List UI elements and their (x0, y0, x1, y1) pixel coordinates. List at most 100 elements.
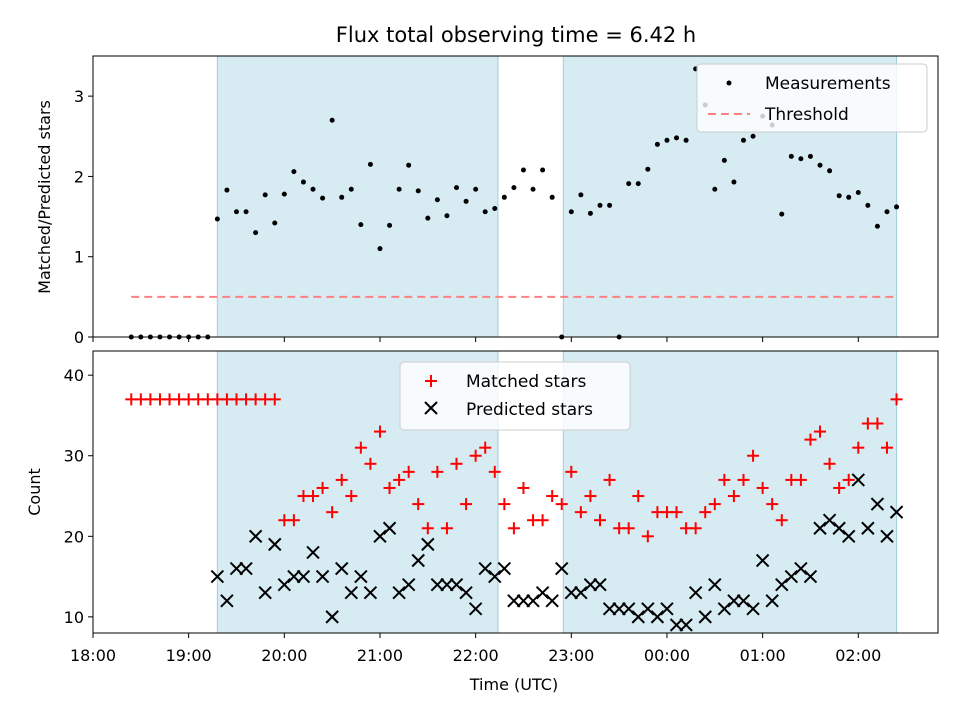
matched-star-marker (421, 522, 434, 535)
predicted-star-marker (688, 586, 703, 600)
predicted-star-marker (430, 577, 445, 592)
measurement-point (262, 192, 268, 198)
y-tick-label: 1 (74, 248, 84, 267)
predicted-star-marker (612, 602, 626, 616)
x-tick-label: 21:00 (357, 646, 403, 665)
matched-star-marker (268, 393, 281, 406)
matched-star-marker (555, 498, 568, 511)
matched-star-marker (880, 441, 893, 454)
predicted-star-marker (449, 577, 464, 592)
measurement-point (434, 197, 440, 203)
predicted-star-marker (593, 577, 607, 592)
predicted-star-marker (411, 553, 425, 568)
matched-stars-series (125, 393, 903, 543)
matched-star-marker (431, 465, 444, 478)
x-tick-label: 22:00 (453, 646, 499, 665)
bottom-axes-frame (92, 350, 939, 634)
x-tick-label: 23:00 (548, 646, 594, 665)
predicted-star-marker (746, 602, 760, 616)
measurement-point (712, 186, 718, 192)
predicted-star-marker (497, 561, 512, 576)
measurement-point (894, 204, 900, 210)
measurement-point (511, 185, 517, 191)
predicted-star-marker (354, 569, 368, 584)
predicted-star-marker (755, 553, 770, 568)
matched-star-marker (345, 490, 358, 503)
matched-star-marker (364, 457, 377, 470)
matched-star-marker (574, 506, 587, 519)
predicted-star-marker (296, 569, 311, 584)
measurement-point (607, 202, 613, 208)
top-y-axis-label: Matched/Predicted stars (35, 100, 54, 294)
matched-star-marker (890, 393, 903, 406)
predicted-star-marker (535, 586, 550, 600)
matched-star-marker (727, 490, 740, 503)
predicted-star-marker (631, 610, 645, 624)
matched-star-marker (373, 425, 386, 438)
predicted-star-marker (889, 505, 904, 519)
predicted-star-marker (459, 586, 473, 600)
predicted-star-marker (344, 586, 358, 600)
predicted-star-marker (851, 473, 865, 487)
measurement-point (224, 187, 230, 193)
matched-star-marker (833, 481, 846, 494)
predicted-star-marker (478, 561, 492, 576)
predicted-star-marker (794, 561, 808, 576)
bottom-legend: Matched stars Predicted stars (399, 361, 631, 431)
matched-star-marker (450, 457, 463, 470)
measurement-point (855, 189, 861, 195)
predicted-star-marker (861, 521, 875, 535)
measurement-point (367, 161, 373, 167)
measurement-point (214, 216, 220, 222)
x-axis-label: Time (UTC) (469, 675, 558, 694)
predicted-star-marker (641, 602, 655, 616)
matched-star-marker (756, 481, 769, 494)
matched-star-marker (307, 490, 320, 503)
measurement-point (626, 181, 632, 187)
top-legend: Measurements Threshold (696, 63, 928, 133)
predicted-star-marker (488, 569, 502, 584)
predicted-star-marker (660, 602, 674, 616)
measurement-point (865, 202, 871, 208)
matched-star-marker (670, 506, 683, 519)
matched-star-marker (287, 514, 300, 527)
predicted-star-marker (545, 594, 559, 608)
matched-star-marker (766, 498, 779, 511)
measurement-point (549, 194, 555, 200)
measurement-point (482, 209, 488, 215)
y-tick-label: 30 (64, 447, 84, 466)
matched-star-marker (794, 473, 807, 486)
legend-matched-label: Matched stars (466, 372, 586, 392)
x-tick-label: 01:00 (740, 646, 786, 665)
matched-star-marker (546, 490, 559, 503)
predicted-star-marker (708, 577, 722, 592)
predicted-star-marker (679, 618, 693, 632)
measurement-point (348, 186, 354, 192)
matched-star-marker (460, 498, 473, 511)
predicted-star-marker (392, 586, 406, 600)
measurement-point (320, 195, 326, 201)
measurement-point (463, 198, 469, 204)
measurement-point (779, 211, 785, 217)
measurement-point (358, 222, 364, 228)
measurement-point (798, 156, 804, 162)
predicted-star-marker (382, 521, 397, 535)
measurement-point (444, 213, 450, 219)
measurement-point (492, 206, 498, 212)
legend-matched-marker (425, 375, 437, 387)
predicted-star-marker (583, 577, 598, 592)
legend-predicted-marker (424, 401, 438, 415)
legend-measurements-label: Measurements (765, 74, 891, 94)
shaded-interval (216, 55, 499, 338)
chart-title: Flux total observing time = 6.42 h (336, 23, 696, 47)
matched-star-marker (488, 465, 501, 478)
measurement-point (233, 209, 239, 215)
measurement-point (578, 192, 584, 198)
measurement-point (807, 153, 813, 159)
measurement-point (291, 169, 297, 175)
measurement-point (635, 181, 641, 187)
measurement-point (406, 162, 412, 168)
predicted-star-marker (315, 569, 330, 584)
bottom-y-axis-label: Count (25, 468, 44, 516)
measurement-point (300, 179, 306, 185)
